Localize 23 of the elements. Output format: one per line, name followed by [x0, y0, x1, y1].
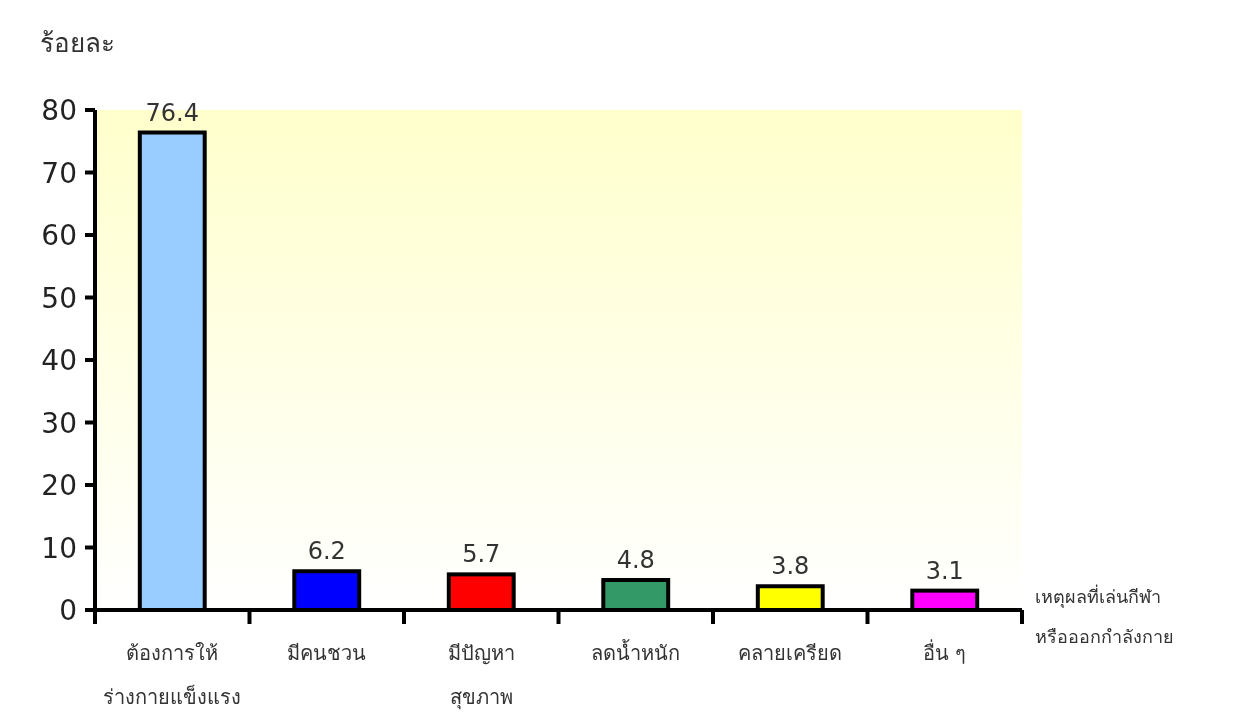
y-axis-title: ร้อยละ	[40, 28, 115, 58]
data-label: 3.1	[925, 556, 964, 585]
data-label: 5.7	[462, 540, 501, 569]
y-tick-label: 50	[41, 281, 77, 315]
x-tick-label: อื่น ๆ	[923, 639, 967, 665]
y-tick-label: 80	[41, 94, 77, 127]
x-axis-title: เหตุผลที่เล่นกีฬา หรือออกกำลังกาย	[1035, 584, 1174, 647]
y-tick-label: 30	[41, 406, 77, 440]
x-tick-label: คลายเครียด	[738, 641, 843, 665]
y-tick-label: 10	[41, 531, 77, 565]
x-tick-label: ลดน้ำหนัก	[591, 639, 681, 665]
x-tick-label: มีคนชวน	[287, 641, 367, 665]
y-tick-label: 70	[41, 156, 77, 190]
data-label: 76.4	[145, 98, 199, 127]
y-tick-label: 40	[41, 344, 77, 377]
y-tick-label: 20	[41, 469, 77, 502]
y-tick-label: 0	[59, 594, 77, 627]
x-tick-label: มีปัญหา สุขภาพ	[447, 641, 515, 710]
y-tick-label: 60	[41, 219, 77, 252]
data-label: 6.2	[307, 537, 346, 566]
data-label: 4.8	[616, 546, 655, 574]
x-tick-label: ต้องการให้ ร่างกายแข็งแรง	[103, 641, 242, 709]
data-label: 3.8	[771, 552, 810, 581]
